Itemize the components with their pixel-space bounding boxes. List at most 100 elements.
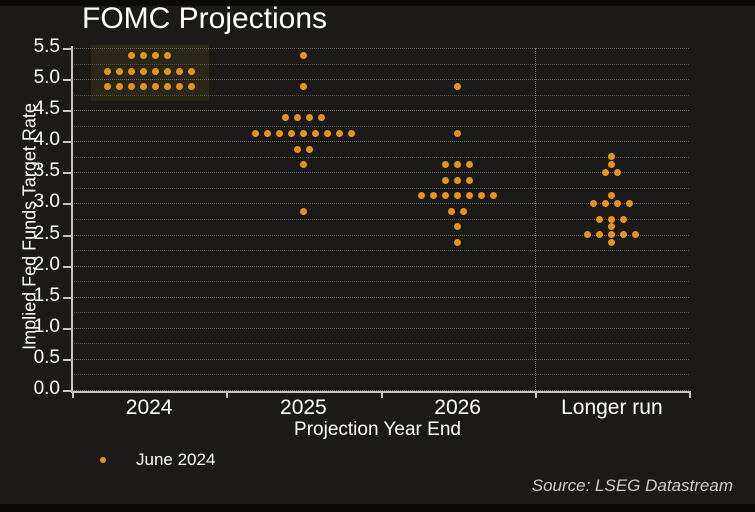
dot-marker (317, 114, 325, 122)
legend: June 2024 (100, 450, 215, 470)
dot-marker (115, 67, 123, 75)
dot-marker (175, 67, 183, 75)
dot-marker (620, 215, 628, 223)
y-axis-tick-label: 0.5 (33, 346, 60, 368)
y-axis-tick-label: 3.0 (33, 191, 60, 213)
dot-marker (127, 52, 135, 60)
x-axis-tick-label: 2024 (125, 396, 173, 419)
dot-marker (311, 130, 319, 137)
dot-marker (187, 67, 195, 75)
x-axis-title: Projection Year End (294, 419, 461, 440)
gridline (72, 296, 689, 298)
dot-marker (448, 207, 456, 215)
gridline (72, 141, 689, 143)
gridline (72, 358, 689, 360)
x-axis-tick (380, 391, 383, 398)
x-axis-tick-label: 2026 (434, 396, 481, 419)
y-axis-tick-label: 0.0 (33, 378, 60, 399)
dot-marker (251, 130, 259, 137)
longer-run-separator (534, 48, 536, 390)
dot-marker (460, 207, 468, 215)
bottom-band (0, 504, 755, 512)
source-attribution: Source: LSEG Datastream (531, 476, 733, 495)
dot-marker (323, 130, 331, 137)
gridline (72, 327, 689, 329)
gridline (72, 48, 689, 49)
dot-marker (608, 238, 616, 246)
y-axis-tick (63, 234, 71, 237)
dot-marker (590, 199, 598, 207)
gridline (72, 250, 689, 252)
legend-swatch-june-2024 (100, 457, 106, 463)
dot-marker (442, 176, 450, 184)
y-axis-tick-label: 3.5 (33, 160, 60, 182)
dot-marker (478, 192, 486, 200)
dot-marker (626, 199, 634, 207)
gridline (72, 265, 689, 267)
y-axis-tick-label: 4.5 (33, 98, 60, 120)
dot-marker (293, 145, 301, 153)
dot-marker (608, 192, 616, 200)
dot-marker (608, 153, 616, 161)
dot-marker (299, 207, 307, 215)
y-axis-tick-label: 5.0 (33, 67, 60, 89)
gridline (72, 390, 689, 391)
gridline (72, 219, 689, 220)
dot-marker (454, 192, 462, 200)
x-axis-tick (72, 391, 74, 398)
dot-marker (608, 231, 616, 239)
y-axis-tick-label: 5.5 (33, 36, 60, 57)
dot-marker (139, 83, 147, 91)
dot-marker (305, 145, 313, 153)
x-axis-tick (534, 391, 537, 398)
dot-marker (151, 83, 159, 91)
dot-marker (151, 67, 159, 75)
dot-marker (614, 199, 622, 207)
dot-marker (454, 238, 462, 246)
gridline (72, 125, 689, 127)
gridline (72, 187, 689, 189)
gridline (72, 94, 689, 96)
y-axis-tick (63, 296, 71, 299)
dot-marker (299, 83, 307, 91)
dot-marker (620, 231, 628, 239)
dot-marker (299, 161, 307, 169)
dot-marker (115, 83, 123, 91)
x-axis-tick-label: 2025 (280, 396, 327, 419)
y-axis-tick (63, 141, 71, 144)
gridline (72, 156, 689, 158)
y-axis-tick (63, 79, 71, 82)
dot-marker (163, 67, 171, 75)
gridline (72, 203, 689, 205)
y-axis-tick (63, 203, 71, 206)
dot-marker (608, 223, 616, 231)
dot-marker (596, 215, 604, 223)
dot-marker (454, 83, 462, 91)
dot-marker (454, 161, 462, 169)
dot-marker (442, 161, 450, 169)
dot-marker (163, 83, 171, 91)
y-axis-tick (63, 327, 71, 330)
y-axis-tick-label: 4.0 (33, 129, 60, 151)
dot-marker (466, 161, 474, 169)
dot-marker (584, 231, 592, 239)
y-axis-tick (63, 172, 71, 175)
dot-marker (275, 130, 283, 137)
dot-marker (293, 114, 301, 122)
y-axis-tick (63, 390, 71, 392)
y-axis-labels: 0.0 0.5 1.0 1.5 2.0 2.5 3.0 3.5 4.0 4.5 5.0 5.5 (0, 0, 60, 512)
dot-marker (335, 130, 343, 137)
page-title: FOMC Projections (82, 2, 328, 35)
y-axis-tick-label: 2.0 (33, 253, 60, 275)
gridline (72, 281, 689, 283)
dot-marker (305, 114, 313, 122)
dot-marker (596, 231, 604, 239)
dot-marker (151, 52, 159, 60)
dot-marker (127, 67, 135, 75)
dot-marker (299, 52, 307, 60)
dot-marker (608, 161, 616, 169)
dot-marker (263, 130, 271, 137)
plot-area (72, 44, 689, 391)
gridline (72, 110, 689, 112)
y-axis-tick (63, 48, 71, 50)
